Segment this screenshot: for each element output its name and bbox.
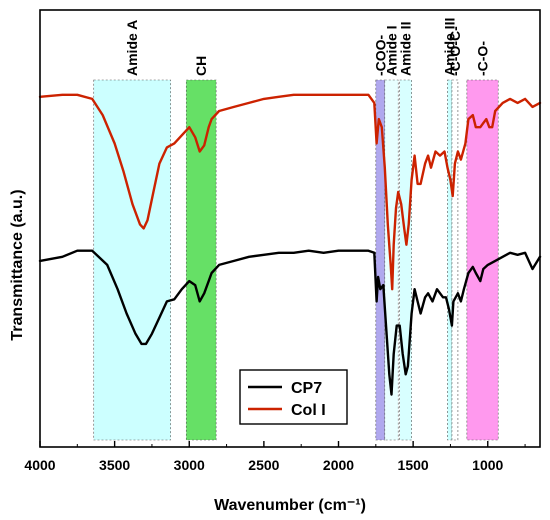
legend-label-1: Col I bbox=[291, 402, 326, 419]
band-label-7: -C-O- bbox=[475, 41, 491, 76]
legend-box bbox=[239, 369, 348, 425]
band-label-0: Amide A bbox=[124, 20, 140, 76]
band-label-3: Amide I bbox=[383, 25, 399, 76]
series-line-0 bbox=[38, 249, 542, 396]
band-7 bbox=[466, 79, 499, 441]
series-layer bbox=[38, 93, 542, 396]
series-line-1 bbox=[38, 93, 542, 291]
band-4 bbox=[399, 79, 412, 441]
x-tick-label-0: 4000 bbox=[24, 457, 55, 473]
band-label-6: -C-O-C- bbox=[447, 26, 463, 76]
band-label-1: CH bbox=[193, 56, 209, 76]
x-tick-label-3: 2500 bbox=[248, 457, 279, 473]
x-tick-label-5: 1500 bbox=[398, 457, 429, 473]
band-label-2: -COO- bbox=[372, 34, 388, 76]
x-tick-label-1: 3500 bbox=[99, 457, 130, 473]
x-tick-label-2: 3000 bbox=[174, 457, 205, 473]
band-label-5: Amide III bbox=[442, 18, 458, 76]
legend: CP7 Col I bbox=[239, 369, 348, 425]
band-6 bbox=[451, 79, 459, 441]
x-tick-label-4: 2000 bbox=[323, 457, 354, 473]
band-label-4: Amide II bbox=[398, 22, 414, 76]
plot-frame bbox=[39, 9, 541, 448]
band-1 bbox=[185, 79, 217, 441]
band-0 bbox=[93, 79, 171, 441]
y-axis-title: Transmittance (a.u.) bbox=[9, 189, 26, 340]
legend-label-0: CP7 bbox=[291, 380, 322, 397]
x-axis: 4000 3500 3000 2500 2000 1500 1000 bbox=[24, 441, 526, 473]
band-5 bbox=[447, 79, 453, 441]
x-tick-label-6: 1000 bbox=[472, 457, 503, 473]
x-axis-title: Wavenumber (cm⁻¹) bbox=[214, 497, 366, 514]
